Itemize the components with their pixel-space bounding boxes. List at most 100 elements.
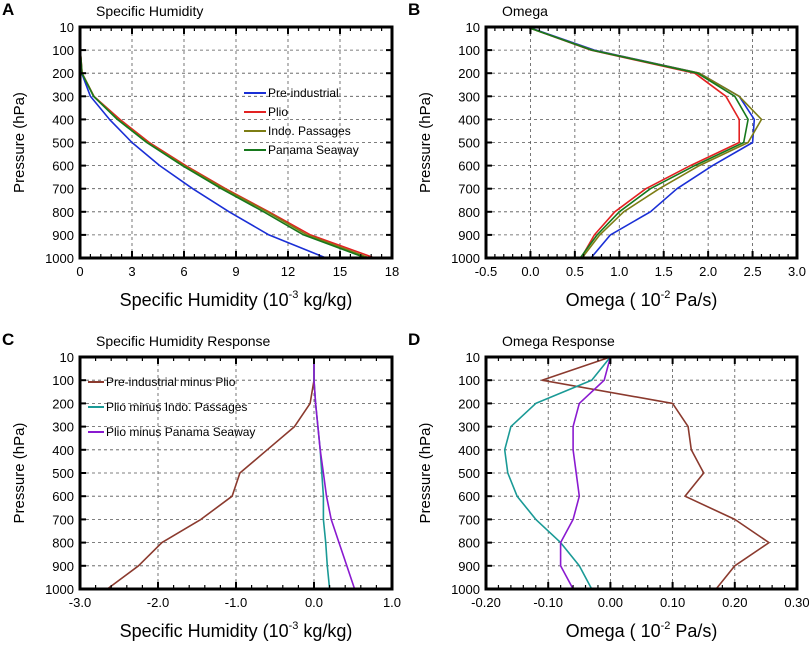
series-line-2 [503, 356, 612, 590]
legend: Pre-industrial minus Plio Plio minus Indo… [88, 375, 255, 439]
x-axis-label-exponent: -2 [661, 620, 671, 632]
x-tick-label: 9 [232, 264, 239, 279]
y-tick-label: 900 [458, 228, 480, 243]
x-axis-label: Specific Humidity (10-3 kg/kg) [120, 289, 353, 310]
legend-label: Indo. Passages [268, 124, 351, 138]
y-tick-label: 1000 [451, 251, 480, 266]
x-axis-label-text: Specific Humidity (10 [120, 290, 289, 310]
y-tick-label: 700 [52, 512, 74, 527]
panel-b: 10 100 200 300 400 500 600 700 800 900 1000-0.5 0.0… [408, 0, 806, 310]
panel-letter: C [2, 330, 14, 349]
x-tick-label: 18 [385, 264, 399, 279]
y-tick-label: 900 [52, 228, 74, 243]
y-tick-label: 600 [458, 159, 480, 174]
y-tick-label: 100 [52, 43, 74, 58]
x-axis-label: Omega ( 10-2 Pa/s) [566, 620, 718, 641]
y-tick-label: 600 [52, 159, 74, 174]
y-tick-label: 700 [458, 182, 480, 197]
panel-letter: A [2, 0, 14, 19]
panel-letter: B [408, 0, 420, 19]
panel-letter: D [408, 330, 420, 349]
x-tick-label: 3.0 [788, 264, 806, 279]
x-axis-label-unit: Pa/s) [670, 621, 717, 641]
legend-label: Plio minus Panama Seaway [106, 425, 255, 439]
series-line-3 [559, 356, 612, 590]
x-tick-label: 0.20 [722, 595, 747, 610]
x-axis-label-unit: kg/kg) [298, 621, 352, 641]
y-tick-label: 1000 [45, 582, 74, 597]
y-tick-label: 10 [466, 20, 480, 35]
x-tick-label: 12 [281, 264, 295, 279]
legend-label: Pre-industrial minus Plio [106, 375, 236, 389]
x-tick-label: -0.20 [471, 595, 501, 610]
x-axis-label-unit: Pa/s) [670, 290, 717, 310]
legend-label: Panama Seaway [268, 143, 359, 157]
x-axis-label-exponent: -3 [289, 620, 299, 632]
x-tick-label: 2.5 [744, 264, 762, 279]
y-tick-label: 1000 [45, 251, 74, 266]
y-tick-label: 600 [52, 489, 74, 504]
series-line-1 [106, 357, 315, 590]
y-tick-label: 700 [458, 512, 480, 527]
y-tick-label: 200 [52, 396, 74, 411]
y-tick-label: 300 [52, 420, 74, 435]
y-tick-label: 100 [458, 43, 480, 58]
y-tick-label: 100 [52, 373, 74, 388]
x-axis-label: Omega ( 10-2 Pa/s) [566, 289, 718, 310]
x-axis-label-unit: kg/kg) [298, 290, 352, 310]
legend-label: Plio minus Indo. Passages [106, 400, 247, 414]
y-tick-label: 200 [52, 66, 74, 81]
x-axis-label-exponent: -3 [289, 289, 299, 301]
y-tick-label: 10 [466, 350, 480, 365]
y-tick-label: 900 [458, 559, 480, 574]
y-axis-label: Pressure (hPa) [11, 92, 28, 193]
y-tick-label: 400 [52, 443, 74, 458]
y-tick-label: 800 [458, 536, 480, 551]
y-tick-label: 800 [458, 205, 480, 220]
y-tick-label: 400 [52, 112, 74, 127]
x-tick-label: 2.0 [699, 264, 717, 279]
x-tick-label: 0.30 [784, 595, 809, 610]
panel-d: 10 100 200 300 400 500 600 700 800 900 1000-0.20 -0… [408, 330, 809, 641]
series-line-4 [526, 26, 749, 259]
y-tick-label: 500 [458, 136, 480, 151]
panel-title: Specific Humidity Response [96, 333, 271, 349]
x-tick-label: 15 [333, 264, 347, 279]
y-tick-label: 500 [52, 466, 74, 481]
y-tick-label: 1000 [451, 582, 480, 597]
x-tick-label: -1.0 [225, 595, 247, 610]
y-tick-label: 600 [458, 489, 480, 504]
x-tick-label: 0 [76, 264, 83, 279]
panel-c: 10 100 200 300 400 500 600 700 800 900 1000-3.0 -2.… [2, 330, 401, 641]
y-tick-label: 800 [52, 536, 74, 551]
y-tick-label: 500 [458, 466, 480, 481]
y-axis-label: Pressure (hPa) [11, 423, 28, 524]
y-tick-label: 200 [458, 66, 480, 81]
y-tick-label: 900 [52, 559, 74, 574]
x-tick-label: 3 [128, 264, 135, 279]
legend: Pre-industrial Plio Indo. Passages Panama S… [244, 86, 359, 157]
x-tick-label: 0.00 [598, 595, 623, 610]
y-tick-label: 100 [458, 373, 480, 388]
x-axis-label-text: Specific Humidity (10 [120, 621, 289, 641]
y-tick-label: 300 [458, 420, 480, 435]
panel-title: Omega [502, 3, 548, 19]
x-axis-label-exponent: -2 [661, 289, 671, 301]
x-tick-label: 0.10 [660, 595, 685, 610]
x-tick-label: 0.5 [566, 264, 584, 279]
series-line-1 [541, 356, 770, 590]
y-tick-label: 10 [60, 20, 74, 35]
x-tick-label: -0.10 [533, 595, 563, 610]
legend-label: Pre-industrial [268, 86, 339, 100]
y-tick-label: 10 [60, 350, 74, 365]
y-axis-label: Pressure (hPa) [417, 423, 434, 524]
panel-title: Omega Response [502, 333, 615, 349]
x-tick-label: -3.0 [69, 595, 91, 610]
y-tick-label: 200 [458, 396, 480, 411]
legend-label: Plio [268, 105, 288, 119]
panel-title: Specific Humidity [96, 3, 203, 19]
y-tick-label: 300 [52, 89, 74, 104]
series-line-3 [313, 357, 356, 590]
